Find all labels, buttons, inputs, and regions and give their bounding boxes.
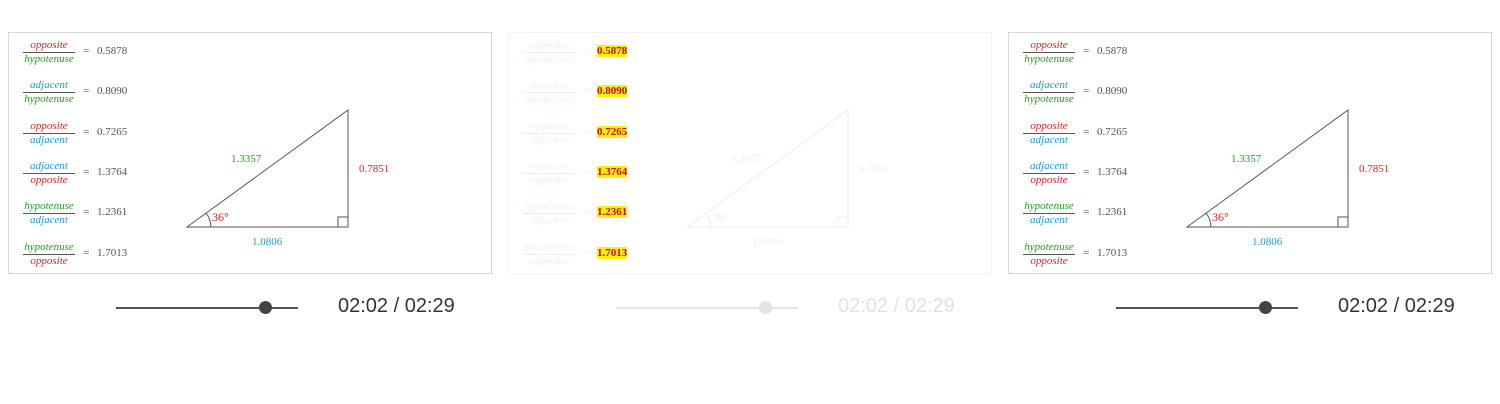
ratio-value: 0.7265 [1097,126,1128,138]
highlighted-ratio-value: 1.2361 [597,206,628,218]
ratio-tan: opposite adjacent = 0.7265 [23,120,153,150]
ratio-csc: hypotenuse opposite = 1.7013 [1023,241,1128,267]
seek-slider[interactable] [1116,307,1298,309]
playback-controls-1: 02:02 / 02:29 [116,292,476,324]
seek-slider[interactable] [616,307,798,309]
seek-thumb[interactable] [758,301,772,314]
ratio-value: 0.5878 [97,45,128,57]
opposite-label: 0.7851 [859,163,889,175]
right-triangle: 36° 1.3357 0.7851 1.0806 [1185,109,1389,248]
trig-ratio-panel-1: opposite hypotenuse = 0.5878 adjacent hypot… [8,32,492,274]
highlighted-ratio-value: 0.8090 [597,85,628,97]
ratio-sin: opposite hypotenuse = 0.5878 [1023,39,1128,65]
time-display: 02:02 / 02:29 [338,295,455,317]
ratio-csc: hypotenuse opposite = 1.7013 [23,241,128,267]
time-display: 02:02 / 02:29 [838,295,955,317]
highlighted-ratio-value: 1.3764 [597,166,628,178]
adjacent-label: 1.0806 [752,236,783,248]
ratio-value: 1.7013 [1097,247,1128,259]
time-display: 02:02 / 02:29 [1338,295,1455,317]
hypotenuse-label: 1.3357 [731,153,762,165]
ratio-value: 0.8090 [97,85,128,97]
ratio-value: 1.3764 [1097,166,1128,178]
seek-thumb[interactable] [1258,301,1272,314]
ratio-cos: adjacent hypotenuse = 0.8090 [1023,79,1128,105]
seek-slider[interactable] [116,307,298,309]
ratio-cot: adjacent opposite = 1.3764 [1023,160,1153,190]
ratio-sin: opposite hypotenuse = 0.5878 [523,39,628,65]
ratio-csc: hypotenuse opposite = 1.7013 [523,241,628,267]
ratio-sec: hypotenuse adjacent = 1.2361 [523,200,628,226]
ratio-value: 0.8090 [1097,85,1128,97]
ratio-tan: opposite adjacent = 0.7265 [523,120,653,150]
seek-thumb[interactable] [258,301,272,314]
ratio-value: 1.2361 [1097,206,1128,218]
highlighted-ratio-value: 0.5878 [597,45,628,57]
adjacent-label: 1.0806 [252,236,283,248]
angle-label: 36° [212,210,229,224]
angle-label: 36° [712,210,729,224]
adjacent-label: 1.0806 [1252,236,1283,248]
ratio-value: 0.7265 [97,126,128,138]
highlighted-ratio-value: 0.7265 [597,126,628,138]
ratio-value: 0.5878 [1097,45,1128,57]
ratio-sec: hypotenuse adjacent = 1.2361 [23,200,128,226]
ratio-value: 1.7013 [97,247,128,259]
ratio-value: 1.2361 [97,206,128,218]
hypotenuse-label: 1.3357 [1231,153,1262,165]
opposite-label: 0.7851 [1359,163,1389,175]
trig-ratio-panel-3: opposite hypotenuse = 0.5878 adjacent hypot… [1008,32,1492,274]
right-triangle: 36° 1.3357 0.7851 1.0806 [185,109,389,248]
ratio-cos: adjacent hypotenuse = 0.8090 [523,79,628,105]
trig-ratio-panel-2: opposite hypotenuse = 0.5878 adjacent hypot… [508,32,992,274]
ratio-cos: adjacent hypotenuse = 0.8090 [23,79,128,105]
ratio-sin: opposite hypotenuse = 0.5878 [23,39,128,65]
highlighted-ratio-value: 1.7013 [597,247,628,259]
ratio-sec: hypotenuse adjacent = 1.2361 [1023,200,1128,226]
right-triangle: 36° 1.3357 0.7851 1.0806 [685,109,889,248]
ratio-cot: adjacent opposite = 1.3764 [23,160,153,190]
ratio-tan: opposite adjacent = 0.7265 [1023,120,1153,150]
angle-label: 36° [1212,210,1229,224]
hypotenuse-label: 1.3357 [231,153,262,165]
playback-controls-3: 02:02 / 02:29 [1116,292,1476,324]
opposite-label: 0.7851 [359,163,389,175]
playback-controls-2: 02:02 / 02:29 [616,292,976,324]
ratio-cot: adjacent opposite = 1.3764 [523,160,653,190]
ratio-value: 1.3764 [97,166,128,178]
